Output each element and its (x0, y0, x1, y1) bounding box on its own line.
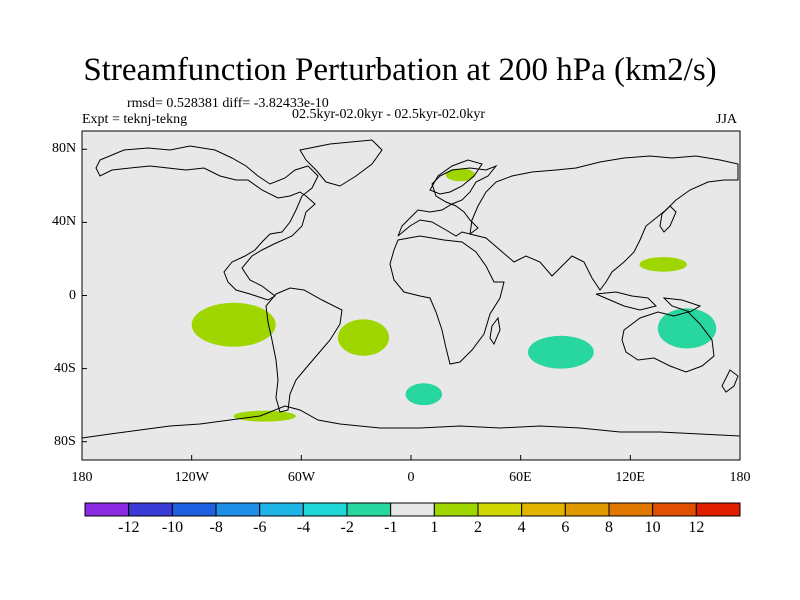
coast-antarctica (81, 405, 741, 439)
colorbar-cell (171, 502, 217, 517)
lat-tick-label: 80N (52, 141, 77, 157)
coastlines (81, 139, 741, 439)
coast-indonesia (595, 291, 657, 311)
colorbar-cell (477, 502, 523, 517)
colorbar-cell (346, 502, 392, 517)
colorbar-label: 1 (430, 519, 439, 536)
coast-new-guinea (662, 297, 702, 313)
colorbar-cell (84, 502, 130, 517)
colorbar-cell (259, 502, 304, 517)
colorbar-cell (302, 502, 348, 517)
colorbar-cell (128, 502, 173, 517)
coast-australia (621, 311, 715, 373)
stats-label: rmsd= 0.528381 diff= -3.82433e-10 (127, 96, 329, 111)
colorbar-cell (695, 502, 741, 517)
lat-tick-label: 80S (54, 433, 76, 449)
coast-greenland (299, 139, 383, 187)
lon-tick-label: 120E (615, 470, 645, 485)
indian-ocean-negative (527, 335, 594, 369)
lon-tick-label: 120W (174, 470, 209, 485)
colorbar-label: -4 (296, 519, 311, 536)
experiment-label: Expt = teknj-tekng (82, 112, 188, 127)
coast-madagascar (489, 316, 501, 346)
colorbar-cell (521, 502, 566, 517)
period-label: 02.5kyr-02.0kyr - 02.5kyr-02.0kyr (292, 107, 486, 122)
colorbar-label: 2 (474, 519, 482, 536)
lon-tick-label: 60E (509, 470, 532, 485)
colorbar-label: 8 (605, 519, 613, 536)
colorbar-label: 4 (517, 519, 526, 536)
coast-asia (469, 155, 739, 291)
contour-fills (191, 168, 717, 422)
south-atlantic-positive (337, 319, 390, 356)
lat-tick-label: 40S (54, 360, 76, 376)
colorbar-cell (652, 502, 697, 517)
colorbar-label: 12 (688, 519, 705, 536)
coast-africa (389, 235, 505, 365)
coast-north-america (95, 145, 319, 301)
colorbar-cell (390, 502, 435, 517)
southern-ocean-positive (233, 410, 296, 422)
australia-negative (657, 308, 717, 349)
colorbar-label: 10 (644, 519, 661, 536)
plot-title: Streamfunction Perturbation at 200 hPa (… (83, 52, 717, 88)
east-asia-positive (639, 257, 687, 272)
colorbar-cell (215, 502, 261, 517)
coast-japan (659, 205, 677, 233)
coast-scandinavia (429, 159, 483, 195)
lon-tick-label: 180 (71, 470, 93, 485)
southeast-pacific-positive (191, 302, 276, 347)
colorbar-cell (564, 502, 610, 517)
south-atlantic-negative (405, 383, 443, 406)
scandinavia-positive (445, 168, 475, 182)
coast-europe (397, 164, 498, 237)
colorbar-label: -2 (340, 519, 354, 536)
colorbar-cell (433, 502, 479, 517)
colorbar-label: -8 (209, 519, 223, 536)
lat-tick-label: 0 (69, 287, 76, 303)
colorbar-label: -12 (118, 519, 140, 536)
season-label: JJA (716, 112, 738, 127)
coast-south-america (265, 287, 343, 413)
axis-ticks (81, 148, 741, 460)
colorbar-label: -1 (384, 519, 398, 536)
colorbar-label: 6 (561, 519, 570, 536)
lat-tick-label: 40N (52, 214, 77, 230)
colorbar-cell (608, 502, 654, 517)
coast-new-zealand (721, 369, 739, 393)
colorbar-label: -6 (253, 519, 267, 536)
lon-tick-label: 60W (287, 470, 316, 485)
colorbar-label: -10 (161, 519, 184, 536)
lon-tick-label: 180 (729, 470, 751, 485)
lon-tick-label: 0 (407, 470, 415, 485)
